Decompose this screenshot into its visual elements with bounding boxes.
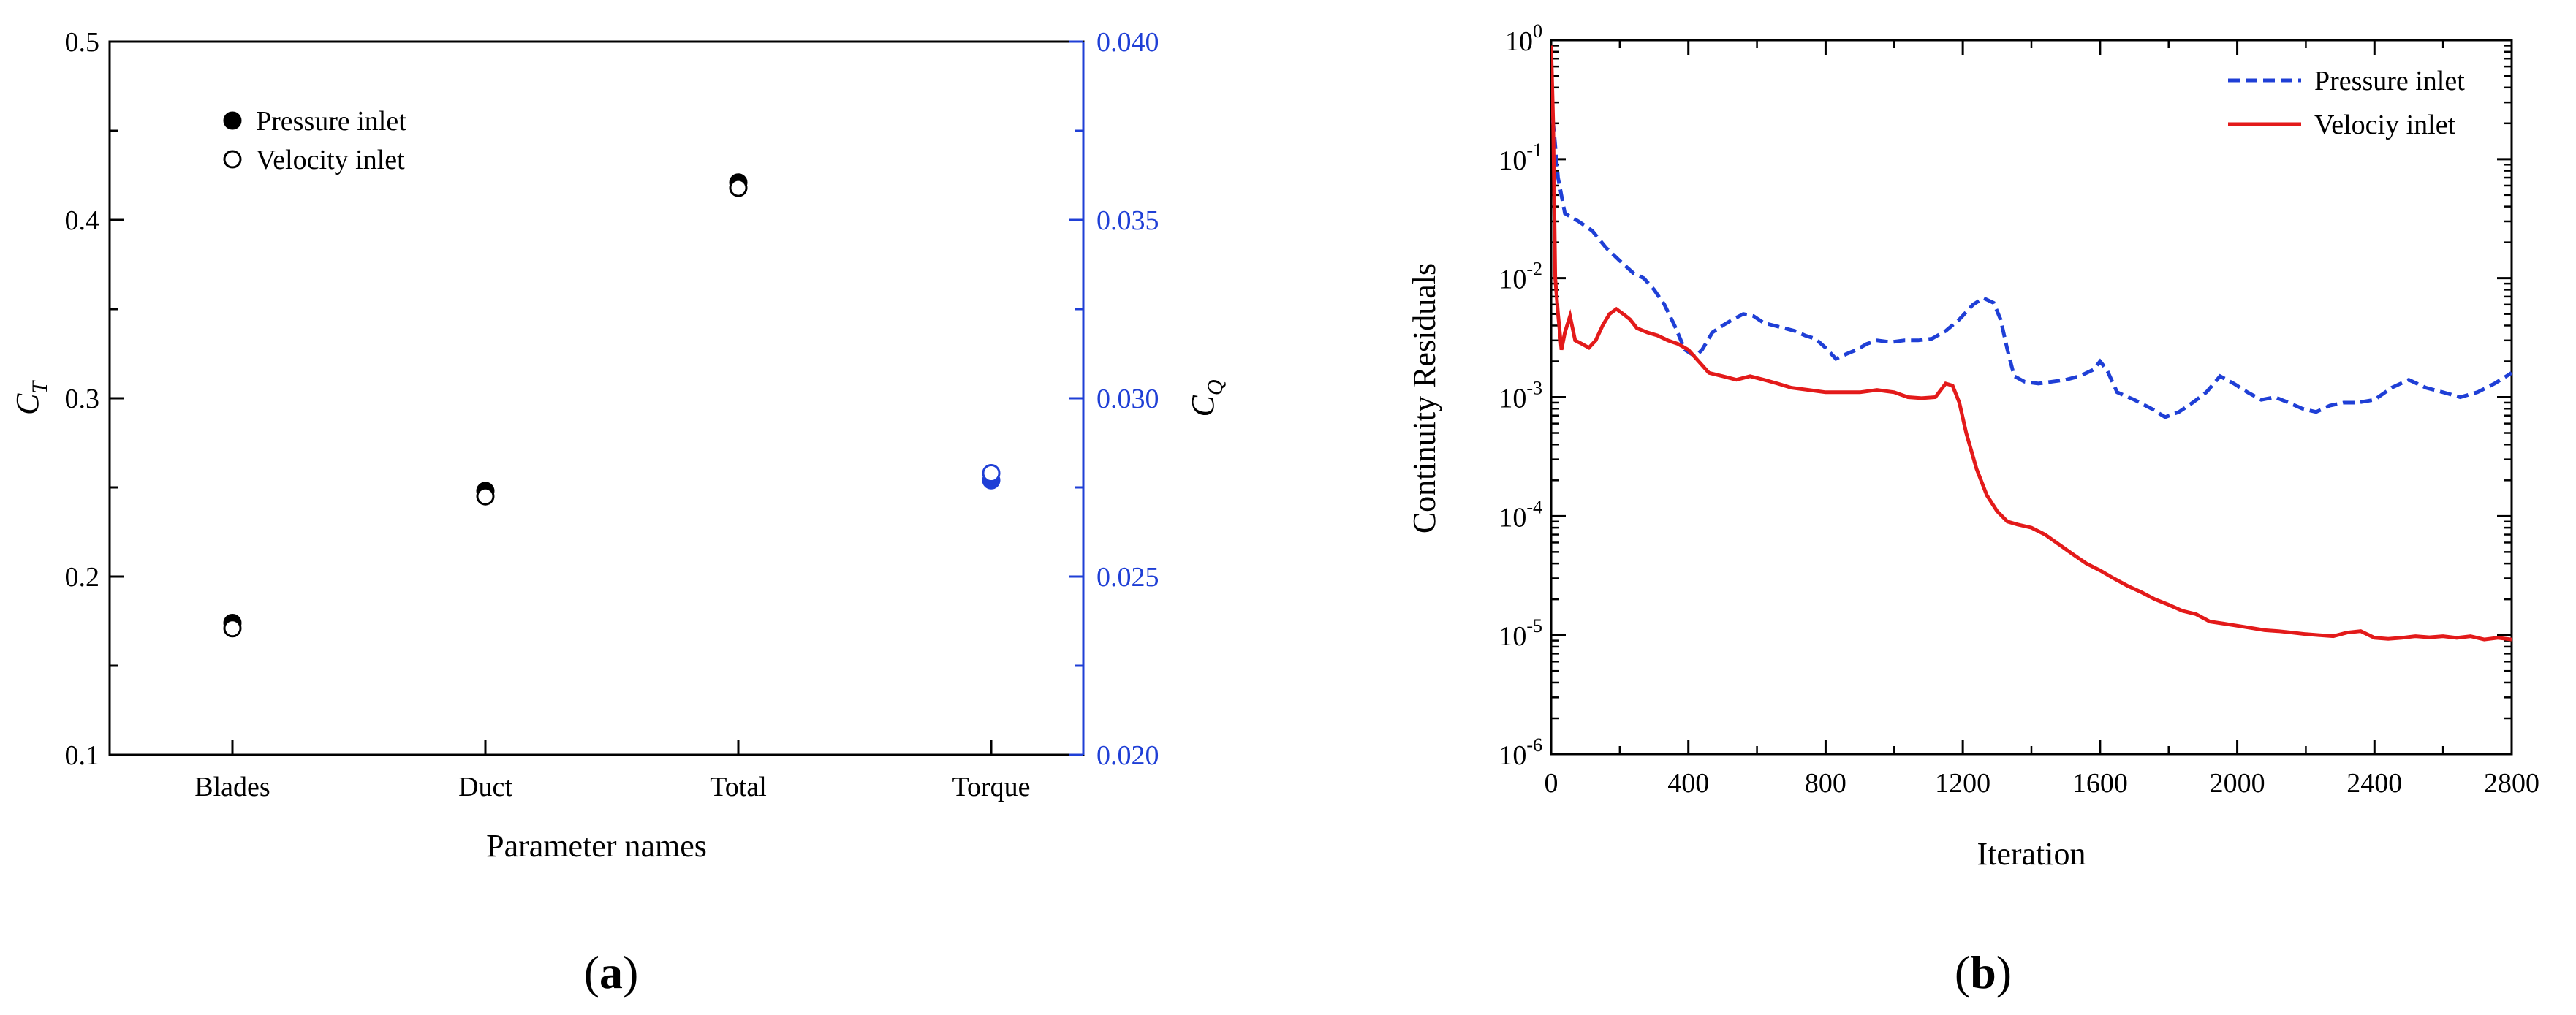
b-x-tick-label: 2800: [2484, 768, 2539, 799]
b-y-tick-label: 10-2: [1499, 259, 1542, 295]
legend-label-pressure-inlet: Pressure inlet: [256, 106, 406, 137]
panel-a-right-ticks: 0.020 0.025 0.030 0.035 0.040: [1069, 27, 1159, 771]
b-y-tick-exponent: -2: [1526, 259, 1542, 280]
b-y-tick-exponent: -5: [1526, 615, 1542, 636]
b-y-tick-label: 10-1: [1499, 140, 1542, 176]
a-right-tick-label: 0.040: [1096, 27, 1159, 58]
point-velocity-inlet-duct: [476, 487, 495, 506]
point-velocity-inlet-blades: [223, 619, 242, 638]
a-right-tick-label: 0.030: [1096, 384, 1159, 414]
b-y-tick-base: 10: [1499, 384, 1526, 414]
a-x-tick-label: Torque: [952, 772, 1030, 802]
b-y-tick-base: 10: [1499, 145, 1526, 176]
panel-a-x-axis-label: Parameter names: [486, 828, 707, 864]
a-x-tick-label: Blades: [194, 772, 270, 802]
b-x-tick-label: 2000: [2210, 768, 2265, 799]
b-y-tick-base: 10: [1505, 26, 1533, 57]
b-x-tick-label: 0: [1545, 768, 1558, 799]
b-y-tick-exponent: -3: [1526, 378, 1542, 399]
legend-marker-velocity-inlet: [223, 150, 242, 169]
b-x-tick-label: 800: [1805, 768, 1846, 799]
b-y-tick-label: 10-6: [1499, 734, 1542, 771]
b-y-tick-label: 10-3: [1499, 378, 1542, 414]
legend-b-label-pressure-inlet: Pressure inlet: [2314, 66, 2465, 96]
b-x-tick-label: 2400: [2346, 768, 2402, 799]
b-y-tick-base: 10: [1499, 740, 1526, 771]
b-y-tick-base: 10: [1499, 502, 1526, 533]
b-x-tick-label: 1200: [1935, 768, 1990, 799]
a-x-tick-label: Duct: [458, 772, 512, 802]
legend-marker-pressure-inlet: [223, 111, 242, 130]
a-right-tick-label: 0.020: [1096, 740, 1159, 771]
panel-a-y2-axis-subscript: Q: [1203, 379, 1227, 395]
b-x-tick-label: 400: [1667, 768, 1709, 799]
panel-a-label: (a): [584, 946, 639, 998]
b-y-tick-exponent: -6: [1526, 734, 1542, 756]
a-left-tick-label: 0.2: [65, 562, 100, 593]
panel-a-points: [223, 173, 1001, 638]
a-left-tick-label: 0.3: [65, 384, 100, 414]
b-y-tick-exponent: -1: [1526, 140, 1542, 161]
panel-b-x-axis-label: Iteration: [1977, 836, 2086, 872]
b-y-tick-base: 10: [1499, 621, 1526, 652]
panel-b-y-axis-label: Continuity Residuals: [1406, 263, 1442, 533]
b-y-tick-label: 10-4: [1499, 496, 1542, 533]
panel-b-plot-frame: [1550, 39, 2513, 756]
panel-a-x-ticks: Blades Duct Total Torque: [194, 740, 1031, 802]
panel-a-y2-axis-label: CQ: [1185, 379, 1227, 417]
panel-a-chart: 0.1 0.2 0.3 0.4 0.5 0.020 0.025 0.030 0.035 0.04…: [10, 27, 1227, 998]
b-y-tick-label: 100: [1505, 20, 1542, 57]
panel-b-label: (b): [1955, 946, 2012, 998]
b-x-tick-label: 1600: [2072, 768, 2128, 799]
line-velocity-inlet: [1551, 45, 2512, 642]
panel-a-y-axis-symbol: C: [10, 393, 45, 415]
panel-b-letter: b: [1970, 946, 1996, 998]
panel-a-y2-axis-symbol: C: [1185, 395, 1221, 417]
legend-b-label-velocity-inlet: Velociy inlet: [2314, 110, 2456, 140]
panel-a-y-axis-subscript: T: [28, 380, 52, 394]
a-x-tick-label: Total: [710, 772, 767, 802]
panel-a-letter: a: [599, 946, 623, 998]
panel-a-left-ticks: 0.1 0.2 0.3 0.4 0.5: [65, 27, 124, 771]
point-velocity-inlet-total: [729, 178, 748, 197]
panel-b-legend: Pressure inlet Velociy inlet: [2228, 66, 2465, 140]
panel-b-x-ticks: 0 400 800 1200 1600 2000 2400 2800: [1545, 40, 2539, 799]
legend-label-velocity-inlet: Velocity inlet: [256, 145, 405, 175]
point-velocity-inlet-torque: [982, 463, 1001, 482]
a-right-tick-label: 0.025: [1096, 562, 1159, 593]
b-y-tick-exponent: -4: [1526, 496, 1542, 517]
b-y-tick-exponent: 0: [1533, 20, 1542, 42]
panel-a-legend: Pressure inlet Velocity inlet: [223, 106, 406, 175]
a-right-tick-label: 0.035: [1096, 205, 1159, 236]
line-pressure-inlet: [1551, 102, 2512, 419]
panel-a-y-axis-label: CT: [10, 380, 52, 415]
a-left-tick-label: 0.4: [65, 205, 100, 236]
b-y-tick-base: 10: [1499, 265, 1526, 295]
b-y-tick-label: 10-5: [1499, 615, 1542, 652]
a-left-tick-label: 0.5: [65, 27, 100, 58]
a-left-tick-label: 0.1: [65, 740, 100, 771]
